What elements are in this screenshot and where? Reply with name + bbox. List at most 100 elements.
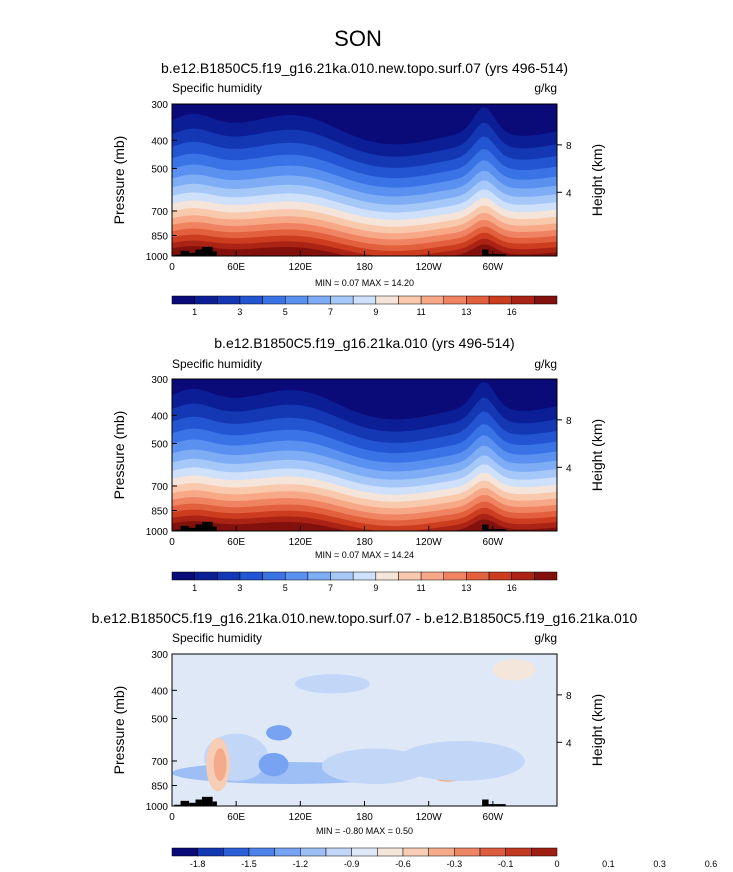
- colorbar-swatch: [531, 847, 558, 857]
- y-axis-title: Pressure (mb): [111, 686, 127, 775]
- panel-title: b.e12.B1850C5.f19_g16.21ka.010 (yrs 496-…: [214, 335, 514, 351]
- x-tick-label: 120W: [416, 812, 443, 823]
- height-tick-label: 8: [566, 416, 572, 427]
- topography-mask: [180, 800, 190, 806]
- y-axis-title-right: Height (km): [589, 419, 605, 491]
- panel-middle: b.e12.B1850C5.f19_g16.21ka.010 (yrs 496-…: [111, 335, 605, 593]
- colorbar-swatch: [262, 295, 286, 305]
- colorbar-label: 7: [328, 583, 333, 593]
- colorbar-label: 1: [192, 583, 197, 593]
- colorbar-label: 11: [416, 583, 425, 593]
- x-tick-label: 120E: [289, 537, 313, 548]
- colorbar-swatch: [488, 295, 512, 305]
- colorbar-label: 5: [283, 307, 288, 317]
- y-tick-label: 1000: [146, 527, 169, 538]
- colorbar-swatch: [534, 571, 558, 581]
- topography-mask: [174, 804, 181, 806]
- units-label: g/kg: [534, 81, 557, 95]
- colorbar-swatch: [375, 295, 399, 305]
- colorbar-swatch: [402, 847, 429, 857]
- y-tick-label: 300: [151, 650, 168, 661]
- plot-area: [172, 379, 557, 531]
- topography-mask: [195, 249, 202, 256]
- units-label: g/kg: [534, 357, 557, 371]
- x-tick-label: 60W: [483, 537, 504, 548]
- x-tick-label: 120E: [289, 262, 313, 273]
- x-tick-label: 180: [356, 537, 373, 548]
- topography-mask: [488, 254, 506, 256]
- colorbar-label: 7: [328, 307, 333, 317]
- colorbar-swatch: [223, 847, 250, 857]
- x-tick-label: 120W: [416, 537, 443, 548]
- colorbar-swatch: [466, 295, 490, 305]
- colorbar-swatch: [262, 571, 286, 581]
- colorbar-swatch: [194, 295, 218, 305]
- y-tick-label: 850: [151, 781, 168, 792]
- colorbar-label: -0.1: [498, 859, 514, 869]
- topography-mask: [195, 524, 202, 531]
- colorbar-swatch: [352, 571, 377, 581]
- min-max-stats: MIN = -0.80 MAX = 0.50: [316, 826, 413, 836]
- colorbar-swatch: [239, 571, 263, 581]
- colorbar-swatch: [511, 571, 535, 581]
- colorbar-swatch: [479, 847, 506, 857]
- topography-mask: [212, 251, 217, 256]
- y-tick-label: 400: [151, 686, 168, 697]
- height-tick-label: 4: [566, 738, 572, 749]
- y-axis-title-right: Height (km): [589, 694, 605, 766]
- topography-mask: [482, 799, 489, 806]
- colorbar-label: 16: [507, 583, 517, 593]
- y-tick-label: 500: [151, 714, 168, 725]
- colorbar-swatch: [534, 295, 558, 305]
- colorbar-swatch: [197, 847, 224, 857]
- colorbar-label: -1.8: [190, 859, 206, 869]
- colorbar-swatch: [352, 295, 377, 305]
- y-tick-label: 850: [151, 231, 168, 242]
- topography-mask: [174, 529, 181, 531]
- topography-mask: [212, 801, 217, 806]
- colorbar-swatch: [325, 847, 352, 857]
- topography-mask: [180, 250, 190, 256]
- height-tick-label: 8: [566, 691, 572, 702]
- x-tick-label: 180: [356, 262, 373, 273]
- difference-contour: [492, 659, 536, 681]
- colorbar-label: 0.1: [602, 859, 615, 869]
- x-tick-label: 60E: [227, 262, 245, 273]
- difference-contour: [213, 748, 227, 781]
- colorbar-swatch: [300, 847, 327, 857]
- difference-contour: [258, 752, 289, 777]
- x-tick-label: 120E: [289, 812, 313, 823]
- x-tick-label: 0: [169, 537, 175, 548]
- colorbar-swatch: [351, 847, 378, 857]
- colorbar-swatch: [194, 571, 218, 581]
- season-title: SON: [334, 26, 382, 51]
- colorbar-swatch: [505, 847, 532, 857]
- y-axis-title-right: Height (km): [589, 144, 605, 216]
- colorbar-swatch: [284, 571, 309, 581]
- variable-label: Specific humidity: [172, 81, 262, 95]
- colorbar-swatch: [420, 295, 445, 305]
- x-tick-label: 60E: [227, 537, 245, 548]
- colorbar-swatch: [488, 571, 512, 581]
- colorbar-swatch: [171, 847, 198, 857]
- height-tick-label: 4: [566, 188, 572, 199]
- colorbar-label: -0.3: [447, 859, 463, 869]
- colorbar-label: -1.2: [293, 859, 309, 869]
- colorbar-label: 3: [237, 307, 242, 317]
- colorbar-label: 1: [192, 307, 197, 317]
- difference-contour: [396, 740, 525, 781]
- colorbar-label: 16: [507, 307, 517, 317]
- colorbar-swatch: [307, 295, 331, 305]
- colorbar-swatch: [375, 571, 399, 581]
- topography-mask: [212, 526, 217, 531]
- topography-mask: [201, 521, 213, 531]
- x-tick-label: 60W: [483, 812, 504, 823]
- colorbar-swatch: [466, 571, 490, 581]
- colorbar-label: 9: [373, 583, 378, 593]
- colorbar-label: 0.6: [705, 859, 718, 869]
- y-tick-label: 700: [151, 207, 168, 218]
- colorbar-swatch: [171, 295, 195, 305]
- y-tick-label: 700: [151, 757, 168, 768]
- colorbar-label: -0.9: [344, 859, 360, 869]
- colorbar-label: 11: [416, 307, 425, 317]
